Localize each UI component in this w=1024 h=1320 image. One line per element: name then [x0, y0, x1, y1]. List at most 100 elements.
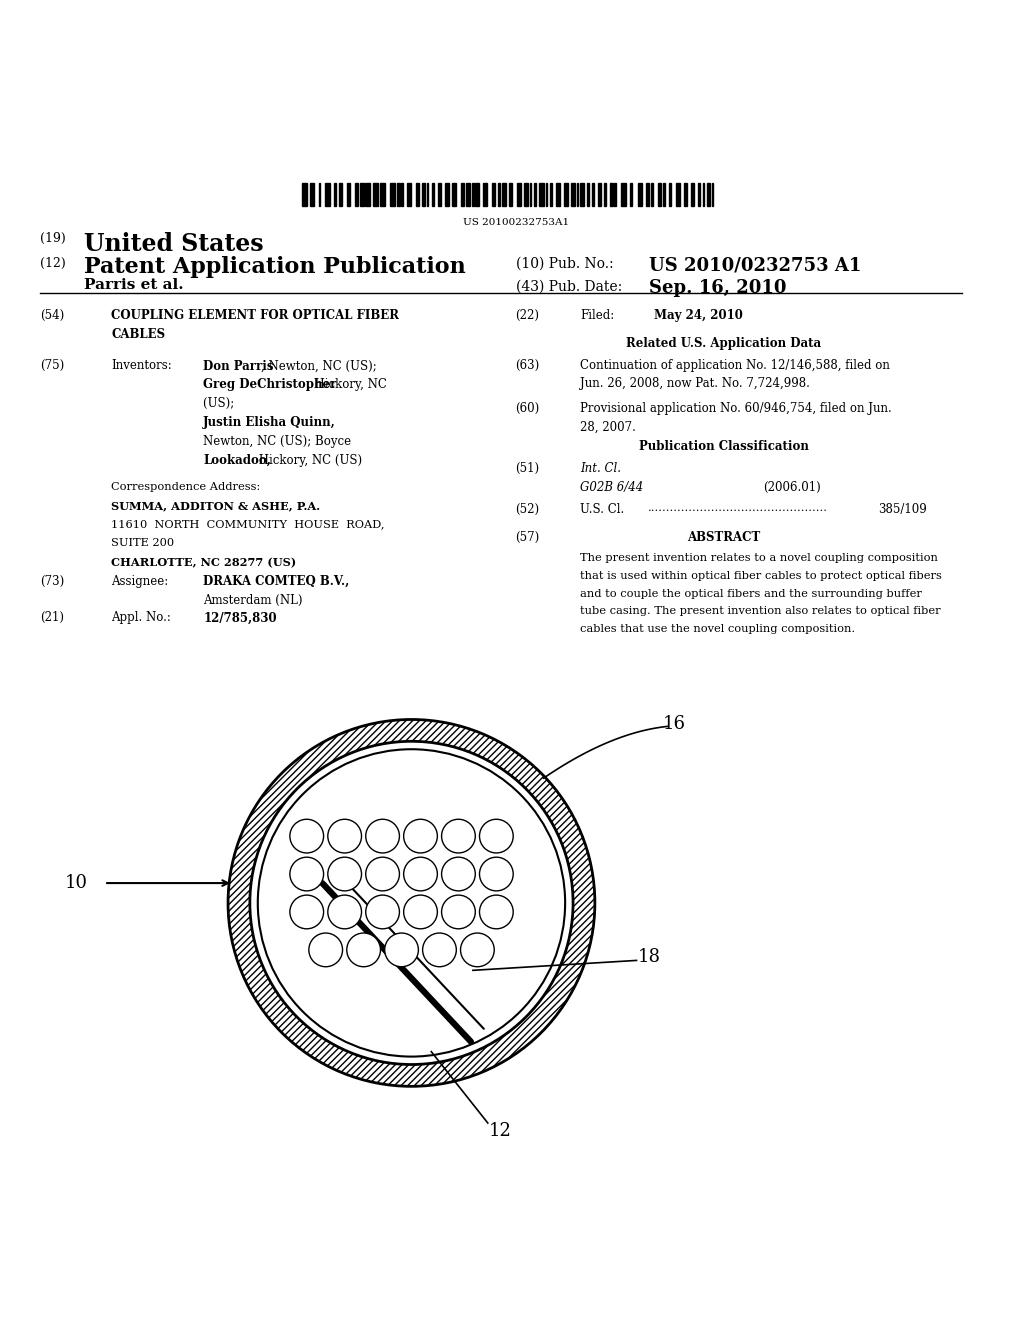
Text: Continuation of application No. 12/146,588, filed on: Continuation of application No. 12/146,5…: [580, 359, 890, 372]
Text: (US);: (US);: [203, 397, 239, 411]
Text: Justin Elisha Quinn,: Justin Elisha Quinn,: [203, 416, 336, 429]
Bar: [466, 183, 470, 206]
Bar: [472, 183, 474, 206]
Bar: [475, 183, 479, 206]
Text: US 20100232753A1: US 20100232753A1: [463, 218, 568, 227]
Bar: [546, 183, 548, 206]
Circle shape: [461, 933, 495, 966]
Text: May 24, 2010: May 24, 2010: [654, 309, 743, 322]
Text: Greg DeChristopher: Greg DeChristopher: [203, 379, 337, 392]
Bar: [326, 183, 330, 206]
Bar: [401, 183, 403, 206]
Text: G02B 6/44: G02B 6/44: [580, 480, 643, 494]
Text: Assignee:: Assignee:: [111, 574, 168, 587]
Bar: [698, 183, 699, 206]
Text: SUITE 200: SUITE 200: [111, 539, 174, 548]
Text: 12/785,830: 12/785,830: [203, 611, 276, 624]
Bar: [658, 183, 662, 206]
Bar: [638, 183, 642, 206]
Bar: [483, 183, 487, 206]
Bar: [334, 183, 336, 206]
Bar: [524, 183, 527, 206]
Bar: [380, 183, 385, 206]
Bar: [684, 183, 687, 206]
Circle shape: [258, 750, 565, 1056]
Bar: [664, 183, 666, 206]
Bar: [365, 183, 370, 206]
Bar: [570, 183, 575, 206]
Bar: [564, 183, 568, 206]
Bar: [669, 183, 671, 206]
Text: Inventors:: Inventors:: [111, 359, 172, 372]
Text: 10: 10: [65, 874, 87, 892]
Circle shape: [309, 933, 343, 966]
Bar: [509, 183, 512, 206]
Circle shape: [347, 933, 381, 966]
Text: (73): (73): [40, 574, 63, 587]
Text: (19): (19): [40, 232, 66, 244]
Text: The present invention relates to a novel coupling composition: The present invention relates to a novel…: [580, 553, 938, 562]
Bar: [452, 183, 457, 206]
Text: CHARLOTTE, NC 28277 (US): CHARLOTTE, NC 28277 (US): [111, 557, 296, 568]
Bar: [646, 183, 649, 206]
Text: ................................................: ........................................…: [647, 503, 827, 513]
Bar: [702, 183, 705, 206]
Circle shape: [403, 820, 437, 853]
Circle shape: [479, 857, 513, 891]
Text: (63): (63): [515, 359, 540, 372]
Circle shape: [479, 895, 513, 929]
Bar: [630, 183, 633, 206]
Text: (54): (54): [40, 309, 63, 322]
Text: Related U.S. Application Data: Related U.S. Application Data: [627, 337, 821, 350]
Bar: [587, 183, 589, 206]
Bar: [622, 183, 626, 206]
Text: 18: 18: [638, 949, 660, 966]
Text: (57): (57): [515, 531, 540, 544]
Text: (22): (22): [515, 309, 540, 322]
Circle shape: [366, 895, 399, 929]
Bar: [517, 183, 520, 206]
Circle shape: [328, 820, 361, 853]
Circle shape: [441, 895, 475, 929]
Text: Correspondence Address:: Correspondence Address:: [111, 482, 260, 491]
Text: Sep. 16, 2010: Sep. 16, 2010: [649, 280, 786, 297]
Circle shape: [328, 895, 361, 929]
Text: (51): (51): [515, 462, 540, 475]
Bar: [676, 183, 680, 206]
Bar: [592, 183, 594, 206]
Circle shape: [403, 895, 437, 929]
Text: (2006.01): (2006.01): [764, 480, 821, 494]
Text: , Newton, NC (US);: , Newton, NC (US);: [261, 359, 377, 372]
Bar: [355, 183, 358, 206]
Bar: [604, 183, 606, 206]
Circle shape: [228, 719, 595, 1086]
Text: Jun. 26, 2008, now Pat. No. 7,724,998.: Jun. 26, 2008, now Pat. No. 7,724,998.: [580, 378, 810, 391]
Text: ABSTRACT: ABSTRACT: [687, 531, 761, 544]
Bar: [578, 183, 579, 206]
Circle shape: [328, 857, 361, 891]
Bar: [535, 183, 537, 206]
Text: (75): (75): [40, 359, 63, 372]
Bar: [614, 183, 616, 206]
Circle shape: [290, 820, 324, 853]
Text: (60): (60): [515, 403, 540, 416]
Text: (21): (21): [40, 611, 63, 624]
Bar: [427, 183, 428, 206]
Text: 385/109: 385/109: [879, 503, 927, 516]
Bar: [437, 183, 440, 206]
Circle shape: [290, 895, 324, 929]
Text: cables that use the novel coupling composition.: cables that use the novel coupling compo…: [580, 624, 855, 635]
Text: that is used within optical fiber cables to protect optical fibers: that is used within optical fiber cables…: [580, 570, 942, 581]
Circle shape: [250, 742, 573, 1064]
Text: COUPLING ELEMENT FOR OPTICAL FIBER: COUPLING ELEMENT FOR OPTICAL FIBER: [111, 309, 399, 322]
Circle shape: [366, 820, 399, 853]
Text: Lookadoo,: Lookadoo,: [203, 454, 271, 467]
Text: Hickory, NC (US): Hickory, NC (US): [255, 454, 362, 467]
Text: (43) Pub. Date:: (43) Pub. Date:: [515, 280, 622, 293]
Text: and to couple the optical fibers and the surrounding buffer: and to couple the optical fibers and the…: [580, 589, 922, 598]
Text: tube casing. The present invention also relates to optical fiber: tube casing. The present invention also …: [580, 606, 941, 616]
Bar: [374, 183, 378, 206]
Circle shape: [441, 857, 475, 891]
Text: Amsterdam (NL): Amsterdam (NL): [203, 594, 303, 607]
Text: Newton, NC (US); Boyce: Newton, NC (US); Boyce: [203, 434, 351, 447]
